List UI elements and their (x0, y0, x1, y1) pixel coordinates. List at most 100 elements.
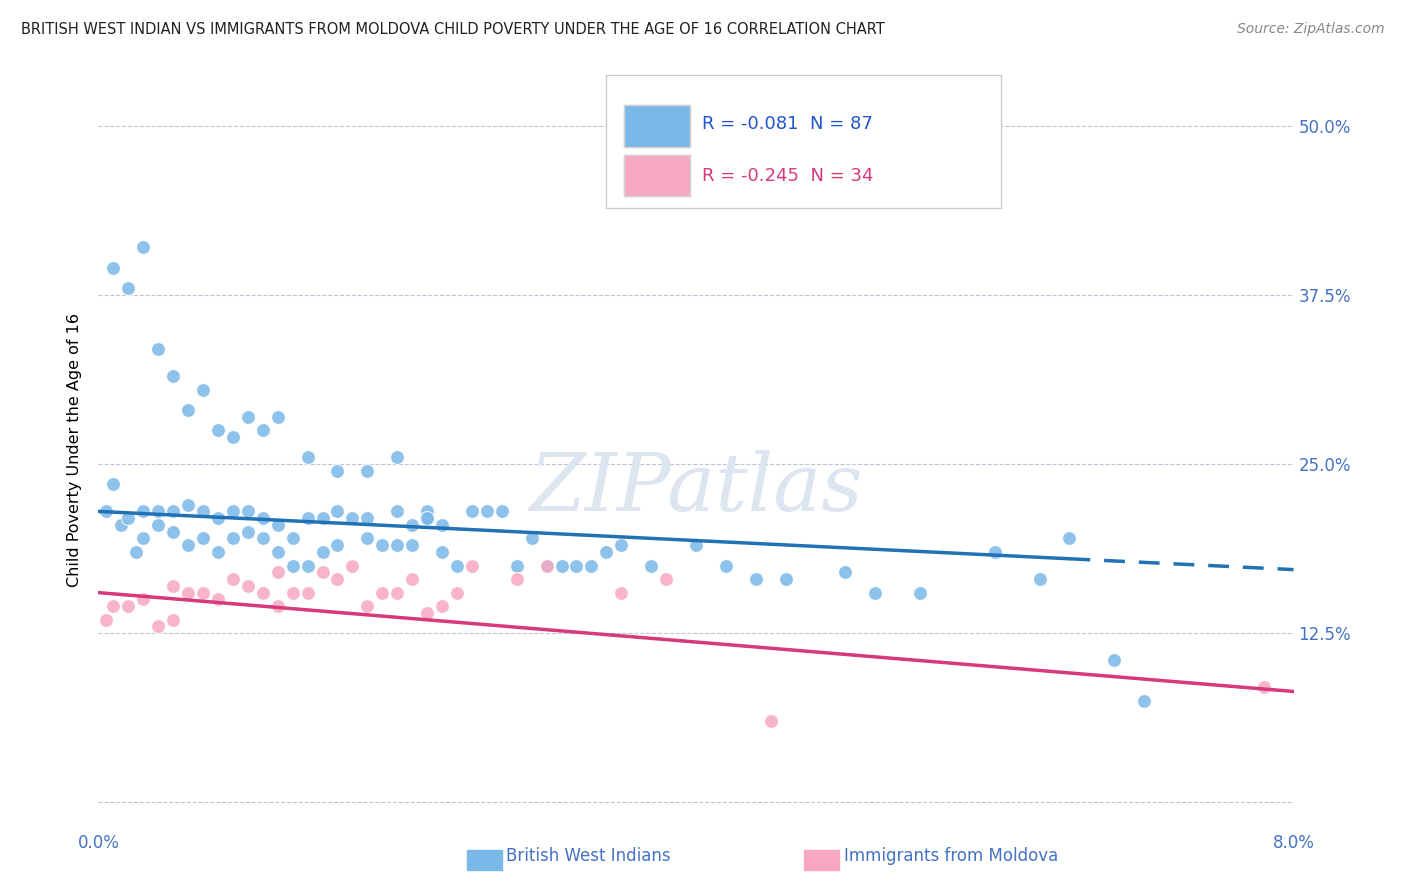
Point (252, 423, 274, 437)
Point (371, 585, 394, 599)
Point (356, 599, 378, 614)
Point (401, 538, 423, 552)
Point (177, 585, 200, 599)
Point (207, 423, 229, 437)
Point (162, 613, 184, 627)
Point (191, 532, 214, 546)
Point (356, 464, 378, 478)
Point (610, 538, 633, 552)
Point (491, 504, 513, 518)
Point (446, 558, 468, 573)
Point (267, 545, 290, 559)
Point (401, 517, 423, 532)
Point (103, 599, 125, 614)
Point (385, 585, 409, 599)
Point (520, 532, 543, 546)
Point (132, 532, 155, 546)
Point (834, 566, 856, 580)
Point (342, 558, 364, 573)
Point (385, 504, 409, 518)
Point (297, 585, 319, 599)
Point (342, 511, 364, 525)
Point (236, 579, 259, 593)
Point (356, 532, 378, 546)
Point (297, 558, 319, 573)
Point (430, 517, 453, 532)
Point (148, 619, 170, 633)
Point (536, 558, 558, 573)
Point (94, 504, 117, 518)
Point (252, 585, 274, 599)
Point (775, 572, 797, 586)
Point (222, 430, 245, 444)
Point (356, 511, 378, 525)
Point (416, 511, 439, 525)
Point (311, 566, 333, 580)
Point (252, 511, 274, 525)
Point (640, 558, 662, 573)
Point (267, 409, 290, 424)
Point (162, 579, 184, 593)
Point (177, 402, 200, 417)
Point (385, 450, 409, 465)
Point (550, 558, 572, 573)
Point (1253, 681, 1275, 695)
Point (1104, 653, 1126, 667)
Point (1133, 694, 1156, 708)
Point (311, 545, 333, 559)
Point (446, 585, 468, 599)
Text: BRITISH WEST INDIAN VS IMMIGRANTS FROM MOLDOVA CHILD POVERTY UNDER THE AGE OF 16: BRITISH WEST INDIAN VS IMMIGRANTS FROM M… (21, 22, 884, 37)
FancyBboxPatch shape (624, 155, 690, 196)
Point (236, 524, 259, 539)
Point (132, 592, 155, 607)
Point (222, 532, 245, 546)
Point (117, 281, 139, 295)
Point (326, 538, 349, 552)
Point (132, 240, 155, 254)
Point (252, 532, 274, 546)
Point (281, 585, 304, 599)
Point (148, 504, 170, 518)
Point (581, 558, 603, 573)
Point (148, 342, 170, 356)
Point (117, 599, 139, 614)
Point (565, 558, 588, 573)
Text: Source: ZipAtlas.com: Source: ZipAtlas.com (1237, 22, 1385, 37)
Point (236, 409, 259, 424)
Point (177, 498, 200, 512)
Point (132, 504, 155, 518)
Point (371, 538, 394, 552)
Text: British West Indians: British West Indians (506, 847, 671, 865)
Point (506, 558, 529, 573)
Point (207, 511, 229, 525)
Point (191, 504, 214, 518)
Point (430, 545, 453, 559)
Point (297, 511, 319, 525)
Point (125, 545, 148, 559)
Point (311, 511, 333, 525)
Point (191, 585, 214, 599)
Point (177, 538, 200, 552)
Point (416, 606, 439, 620)
Point (430, 599, 453, 614)
Point (416, 511, 439, 525)
Point (1059, 532, 1081, 546)
Point (117, 511, 139, 525)
Text: R = -0.245  N = 34: R = -0.245 N = 34 (702, 167, 873, 185)
Point (326, 572, 349, 586)
Point (1028, 572, 1050, 586)
Point (267, 517, 290, 532)
Point (207, 592, 229, 607)
Point (326, 464, 349, 478)
Point (236, 504, 259, 518)
Point (595, 545, 617, 559)
Point (148, 517, 170, 532)
Point (267, 599, 290, 614)
FancyBboxPatch shape (624, 105, 690, 147)
Point (281, 532, 304, 546)
Point (110, 517, 132, 532)
Point (506, 572, 529, 586)
Point (461, 504, 484, 518)
Point (461, 558, 484, 573)
Point (207, 545, 229, 559)
